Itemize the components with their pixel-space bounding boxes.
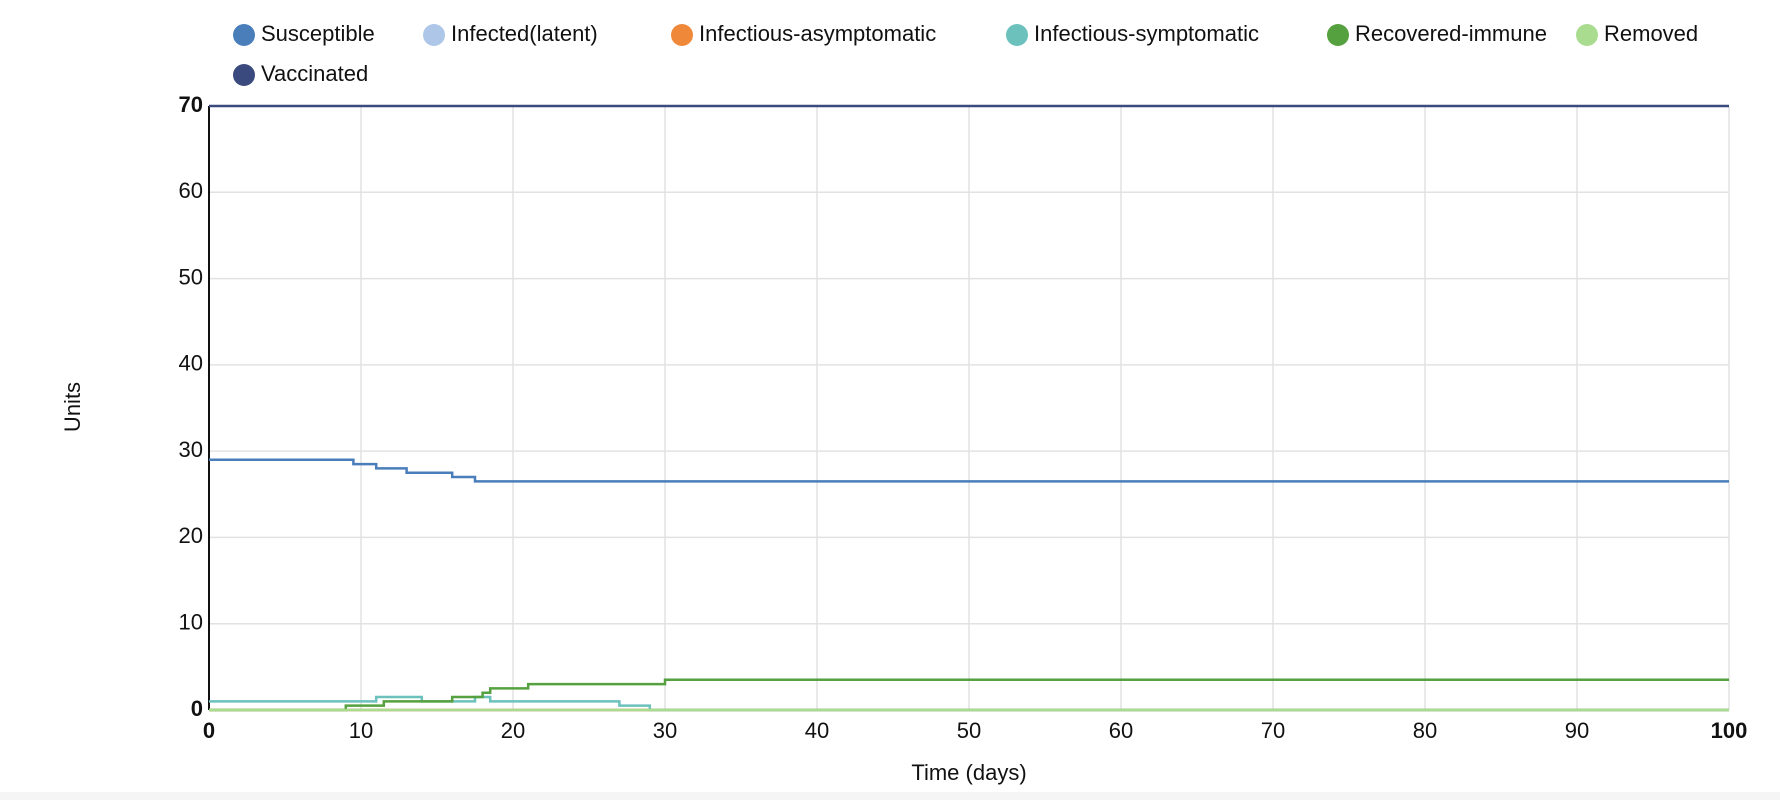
y-tick-label: 10 [179,610,203,635]
x-tick-label: 100 [1711,718,1748,743]
legend-label: Susceptible [261,21,375,46]
x-tick-label: 20 [501,718,525,743]
legend-marker [233,24,255,46]
x-tick-label: 60 [1109,718,1133,743]
legend-label: Infectious-asymptomatic [699,21,936,46]
x-tick-label: 40 [805,718,829,743]
y-tick-label: 30 [179,437,203,462]
x-tick-label: 10 [349,718,373,743]
y-tick-label: 60 [179,178,203,203]
series-line [209,678,1729,712]
y-tick-label: 40 [179,351,203,376]
x-tick-label: 30 [653,718,677,743]
legend-marker [423,24,445,46]
legend-label: Infectious-symptomatic [1034,21,1259,46]
legend-label: Recovered-immune [1355,21,1547,46]
x-tick-label: 0 [203,718,215,743]
legend-marker [233,64,255,86]
legend-label: Removed [1604,21,1698,46]
legend-marker [1006,24,1028,46]
bottom-band [0,792,1780,800]
legend-marker [1576,24,1598,46]
x-tick-label: 50 [957,718,981,743]
y-tick-label: 50 [179,264,203,289]
legend-label: Vaccinated [261,61,368,86]
y-axis-label: Units [60,382,85,432]
series-line [209,458,1729,483]
x-tick-label: 80 [1413,718,1437,743]
series-line [209,695,1729,712]
legend-marker [671,24,693,46]
y-tick-label: 70 [179,92,203,117]
x-tick-label: 90 [1565,718,1589,743]
x-tick-label: 70 [1261,718,1285,743]
y-tick-label: 0 [191,696,203,721]
legend-label: Infected(latent) [451,21,598,46]
legend-marker [1327,24,1349,46]
y-tick-label: 20 [179,523,203,548]
x-axis-label: Time (days) [911,760,1026,785]
